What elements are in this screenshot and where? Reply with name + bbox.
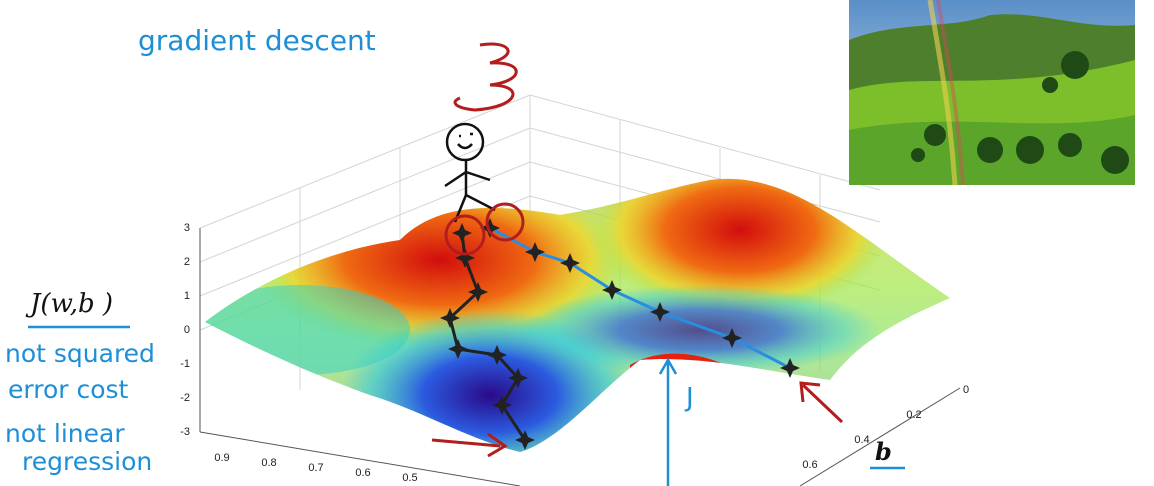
axes (199, 228, 961, 486)
axis-tick-label: 0.4 (854, 434, 869, 446)
stick-figure (444, 122, 496, 223)
cost-surface (205, 178, 950, 452)
red-marks (431, 42, 844, 458)
cost-label: J(w,b ) (25, 289, 113, 319)
axis-tick-label: 0.6 (355, 467, 370, 479)
title: gradient descent (138, 24, 376, 57)
note: not linear (5, 419, 125, 448)
axis-tick-label: 0.6 (802, 459, 817, 471)
blue-marks (28, 325, 905, 486)
axis-tick-label: 2 (184, 256, 190, 268)
axis-tick-label: -3 (180, 426, 190, 438)
axis-tick-label: 0.9 (214, 452, 229, 464)
axis-tick-label: 0 (963, 384, 969, 396)
axis-tick-label: 0.8 (261, 457, 276, 469)
axis-tick-label: 1 (184, 290, 190, 302)
axis-tick-label: 0.7 (308, 462, 323, 474)
surface-label: J (684, 383, 694, 413)
axis-tick-label: -1 (180, 358, 190, 370)
note: not squared (5, 339, 155, 368)
b-label: b (875, 437, 892, 466)
note: error cost (8, 375, 129, 404)
axis-tick-label: -2 (180, 392, 190, 404)
landscape-photo (849, 0, 1135, 186)
descent-paths (440, 218, 800, 450)
axis-tick-label: 0.5 (402, 472, 417, 484)
note: regression (22, 447, 152, 476)
axis-tick-label: 0.2 (906, 409, 921, 421)
axis-tick-label: 0 (184, 324, 190, 336)
axis-tick-label: 3 (184, 222, 190, 234)
